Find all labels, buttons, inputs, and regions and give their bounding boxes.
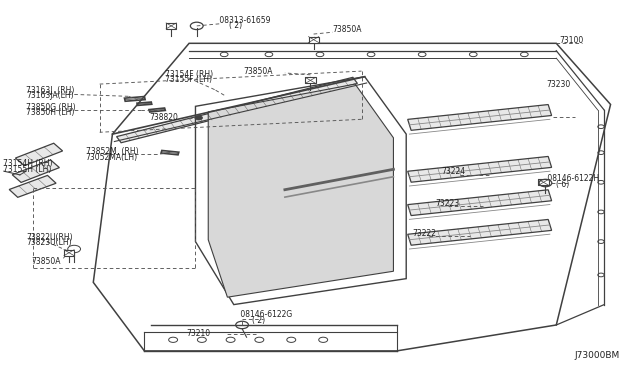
Polygon shape	[208, 84, 394, 297]
Polygon shape	[408, 219, 552, 245]
Polygon shape	[9, 176, 56, 197]
Text: 73850A: 73850A	[333, 25, 362, 35]
Text: 73052MA(LH): 73052MA(LH)	[86, 153, 138, 161]
Text: 73822U(RH): 73822U(RH)	[26, 232, 73, 242]
Polygon shape	[408, 190, 552, 215]
Text: 73850A: 73850A	[31, 257, 61, 266]
Text: 73155F (LH): 73155F (LH)	[166, 75, 212, 84]
Text: 08313-61659: 08313-61659	[216, 16, 270, 25]
Bar	[64, 250, 74, 256]
Text: 73163JA(LH): 73163JA(LH)	[26, 92, 74, 100]
Text: 73154H (RH): 73154H (RH)	[3, 159, 52, 168]
Polygon shape	[12, 160, 60, 182]
Text: 08146-6122H: 08146-6122H	[545, 174, 599, 183]
Text: 73155H (LH): 73155H (LH)	[3, 165, 51, 174]
Text: J73000BM: J73000BM	[575, 351, 620, 360]
Bar	[166, 23, 176, 29]
Polygon shape	[408, 157, 552, 182]
Text: 73852M  (RH): 73852M (RH)	[86, 147, 138, 156]
Text: ( 2): ( 2)	[229, 22, 243, 31]
Text: ( 2): ( 2)	[252, 316, 265, 325]
Polygon shape	[408, 105, 552, 130]
Bar	[538, 179, 548, 185]
Text: 08146-6122G: 08146-6122G	[238, 310, 292, 319]
Text: 73222: 73222	[413, 229, 436, 238]
Text: 73850H (LH): 73850H (LH)	[26, 108, 75, 117]
Text: 73210: 73210	[186, 329, 210, 338]
Text: 73163J  (RH): 73163J (RH)	[26, 86, 75, 95]
Bar	[305, 77, 316, 83]
Text: 738820: 738820	[150, 113, 179, 122]
Text: 73823U(LH): 73823U(LH)	[26, 238, 72, 247]
Text: 73850G (RH): 73850G (RH)	[26, 103, 76, 112]
Text: 73224: 73224	[442, 167, 465, 176]
Text: 73100: 73100	[559, 36, 584, 45]
Circle shape	[195, 116, 202, 120]
Polygon shape	[116, 77, 357, 143]
Bar	[308, 37, 319, 42]
Polygon shape	[15, 143, 63, 166]
Text: 73223: 73223	[435, 199, 459, 208]
Text: ( 6): ( 6)	[556, 180, 569, 189]
Text: 73850A: 73850A	[243, 67, 273, 76]
Text: 73230: 73230	[547, 80, 571, 89]
Text: 73154F (RH): 73154F (RH)	[166, 70, 214, 78]
